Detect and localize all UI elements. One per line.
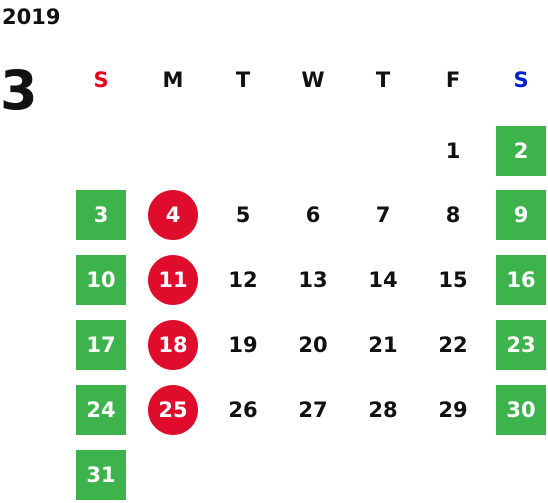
month-label: 3 <box>0 59 38 122</box>
day-14[interactable]: 14 <box>368 268 398 292</box>
day-19[interactable]: 19 <box>228 333 258 357</box>
day-13[interactable]: 13 <box>298 268 328 292</box>
day-26[interactable]: 26 <box>228 398 258 422</box>
weekday-tue: T <box>235 68 251 92</box>
day-21[interactable]: 21 <box>368 333 398 357</box>
day-16[interactable]: 16 <box>496 255 546 305</box>
day-4[interactable]: 4 <box>148 190 198 240</box>
day-3[interactable]: 3 <box>76 190 126 240</box>
day-17[interactable]: 17 <box>76 320 126 370</box>
day-10[interactable]: 10 <box>76 255 126 305</box>
weekday-sun: S <box>93 68 109 92</box>
day-11[interactable]: 11 <box>148 255 198 305</box>
day-28[interactable]: 28 <box>368 398 398 422</box>
day-9[interactable]: 9 <box>496 190 546 240</box>
day-7[interactable]: 7 <box>375 203 391 227</box>
day-29[interactable]: 29 <box>438 398 468 422</box>
year-label: 2019 <box>2 5 61 29</box>
weekday-fri: F <box>445 68 461 92</box>
day-12[interactable]: 12 <box>228 268 258 292</box>
day-18[interactable]: 18 <box>148 320 198 370</box>
day-25[interactable]: 25 <box>148 385 198 435</box>
day-23[interactable]: 23 <box>496 320 546 370</box>
day-24[interactable]: 24 <box>76 385 126 435</box>
day-2[interactable]: 2 <box>496 126 546 176</box>
weekday-wed: W <box>301 68 325 92</box>
day-30[interactable]: 30 <box>496 385 546 435</box>
day-15[interactable]: 15 <box>438 268 468 292</box>
day-6[interactable]: 6 <box>305 203 321 227</box>
weekday-thu: T <box>375 68 391 92</box>
day-27[interactable]: 27 <box>298 398 328 422</box>
day-1[interactable]: 1 <box>445 139 461 163</box>
day-20[interactable]: 20 <box>298 333 328 357</box>
weekday-sat: S <box>513 68 529 92</box>
day-5[interactable]: 5 <box>235 203 251 227</box>
day-8[interactable]: 8 <box>445 203 461 227</box>
day-22[interactable]: 22 <box>438 333 468 357</box>
weekday-mon: M <box>162 68 184 92</box>
day-31[interactable]: 31 <box>76 450 126 500</box>
